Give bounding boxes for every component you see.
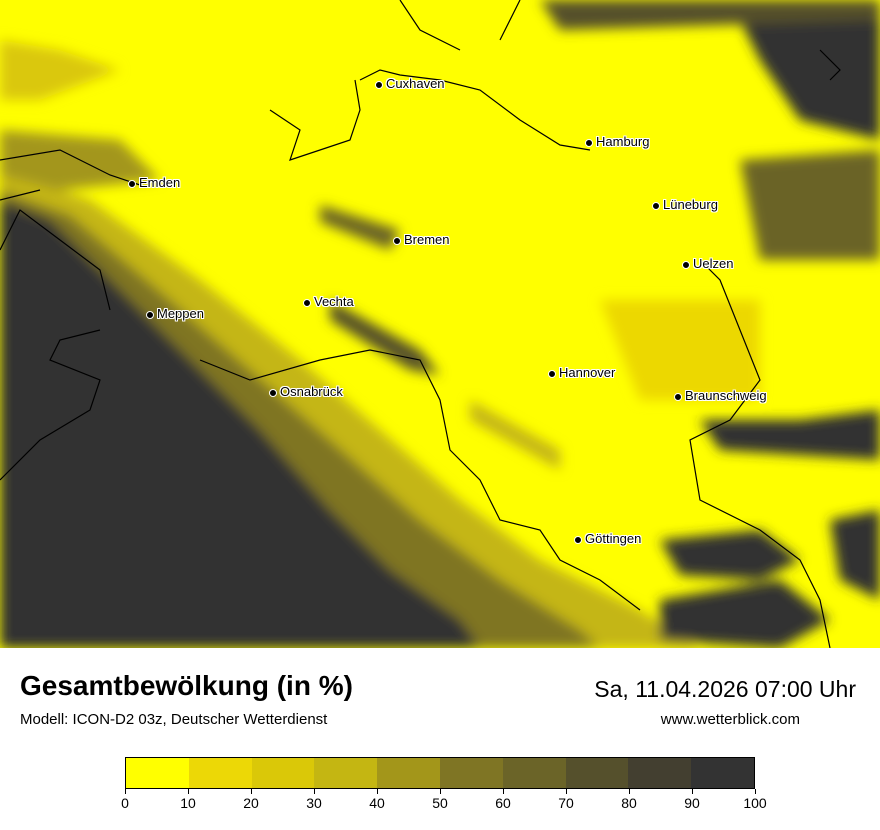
city-marker-goettingen[interactable]: Göttingen	[574, 531, 641, 546]
legend-swatch	[314, 758, 378, 788]
city-marker-lueneburg[interactable]: Lüneburg	[652, 197, 718, 212]
legend-tick-mark	[125, 789, 126, 794]
legend-tick-mark	[503, 789, 504, 794]
city-dot-icon	[548, 369, 556, 378]
borders-coastlines	[0, 0, 841, 648]
city-dot-icon	[128, 179, 136, 188]
legend-tick-label: 80	[621, 795, 637, 811]
legend-tick-mark	[251, 789, 252, 794]
legend-tick-label: 0	[121, 795, 129, 811]
legend-tick-label: 50	[432, 795, 448, 811]
city-label: Hannover	[559, 365, 616, 380]
legend-tick-label: 20	[243, 795, 259, 811]
legend-tick-mark	[440, 789, 441, 794]
legend-tick-label: 90	[684, 795, 700, 811]
legend-swatch	[439, 758, 503, 788]
legend-tick-mark	[566, 789, 567, 794]
legend-tick-mark	[314, 789, 315, 794]
city-label: Emden	[139, 175, 181, 190]
city-label: Cuxhaven	[386, 76, 445, 91]
city-dot-icon	[682, 260, 690, 269]
city-marker-vechta[interactable]: Vechta	[303, 294, 354, 309]
city-marker-hamburg[interactable]: Hamburg	[585, 134, 649, 149]
city-marker-braunschweig[interactable]: Braunschweig	[674, 388, 767, 403]
legend-tick-mark	[377, 789, 378, 794]
city-label: Vechta	[314, 294, 354, 309]
city-dot-icon	[674, 392, 682, 401]
city-marker-hannover[interactable]: Hannover	[548, 365, 615, 380]
city-dot-icon	[574, 535, 582, 544]
city-label: Hamburg	[596, 134, 650, 149]
city-dot-icon	[585, 138, 593, 147]
legend-swatch	[691, 758, 754, 788]
city-dot-icon	[303, 298, 311, 307]
city-label: Braunschweig	[685, 388, 767, 403]
legend-swatch	[377, 758, 440, 788]
city-label: Göttingen	[585, 531, 642, 546]
map-title: Gesamtbewölkung (in %)	[20, 670, 353, 701]
city-label: Lüneburg	[663, 197, 718, 212]
legend-tick-label: 10	[180, 795, 196, 811]
legend-tick-label: 60	[495, 795, 511, 811]
model-info: Modell: ICON-D2 03z, Deutscher Wetterdie…	[20, 711, 328, 728]
city-marker-osnabrueck[interactable]: Osnabrück	[269, 384, 343, 399]
legend-swatch	[565, 758, 629, 788]
legend-tick-mark	[188, 789, 189, 794]
city-marker-bremen[interactable]: Bremen	[393, 232, 450, 247]
city-dot-icon	[652, 201, 660, 210]
forecast-datetime: Sa, 11.04.2026 07:00 Uhr	[594, 676, 856, 702]
city-label: Bremen	[404, 232, 450, 247]
legend-tick-label: 70	[558, 795, 574, 811]
city-label: Osnabrück	[280, 384, 343, 399]
legend-tick-label: 100	[743, 795, 767, 811]
city-marker-emden[interactable]: Emden	[128, 175, 180, 190]
legend-swatch	[628, 758, 692, 788]
legend-tick-mark	[755, 789, 756, 794]
city-dot-icon	[393, 236, 401, 245]
legend-tick-mark	[692, 789, 693, 794]
legend-swatch	[502, 758, 566, 788]
city-dot-icon	[375, 80, 383, 89]
legend-swatch	[188, 758, 252, 788]
cloud-cover-map	[0, 0, 880, 648]
city-dot-icon	[146, 310, 154, 319]
city-label: Meppen	[157, 306, 204, 321]
website-link[interactable]: www.wetterblick.com	[660, 711, 800, 728]
legend-tick-label: 30	[306, 795, 322, 811]
city-label: Uelzen	[693, 256, 734, 271]
color-legend-bar	[125, 757, 755, 789]
city-marker-uelzen[interactable]: Uelzen	[682, 256, 733, 271]
city-marker-meppen[interactable]: Meppen	[146, 306, 204, 321]
legend-swatch	[251, 758, 315, 788]
cloud-areas	[0, 0, 880, 648]
city-marker-cuxhaven[interactable]: Cuxhaven	[375, 76, 445, 91]
city-dot-icon	[269, 388, 277, 397]
legend-swatch	[126, 758, 189, 788]
legend-tick-label: 40	[369, 795, 385, 811]
legend-tick-mark	[629, 789, 630, 794]
